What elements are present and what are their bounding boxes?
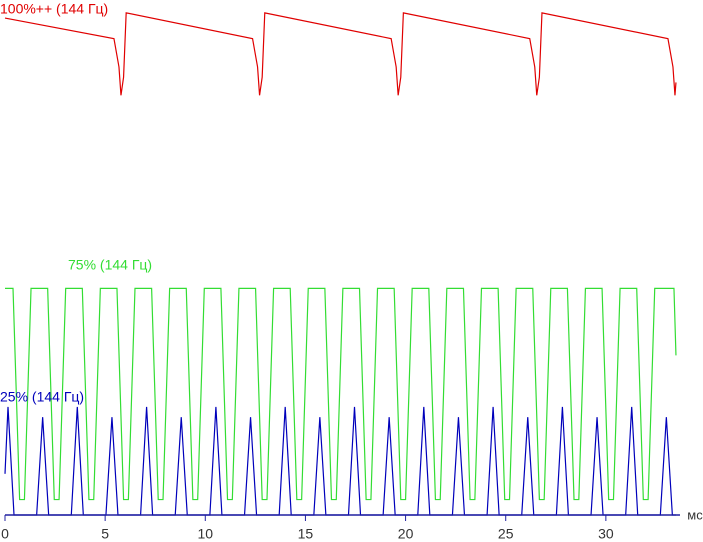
series-line [4, 12, 677, 96]
series-line [4, 406, 676, 516]
series-label: 75% (144 Гц) [68, 257, 152, 273]
series-label: 100%++ (144 Гц) [0, 1, 108, 17]
x-tick-label: 0 [1, 526, 9, 542]
x-tick-label: 20 [398, 526, 414, 542]
x-unit: мс [687, 507, 703, 522]
x-tick-label: 15 [298, 526, 314, 542]
x-tick-label: 30 [598, 526, 614, 542]
series-label: 25% (144 Гц) [0, 389, 84, 405]
x-tick-label: 5 [101, 526, 109, 542]
x-tick-label: 10 [197, 526, 213, 542]
series-line [5, 287, 677, 501]
x-tick-label: 25 [498, 526, 514, 542]
